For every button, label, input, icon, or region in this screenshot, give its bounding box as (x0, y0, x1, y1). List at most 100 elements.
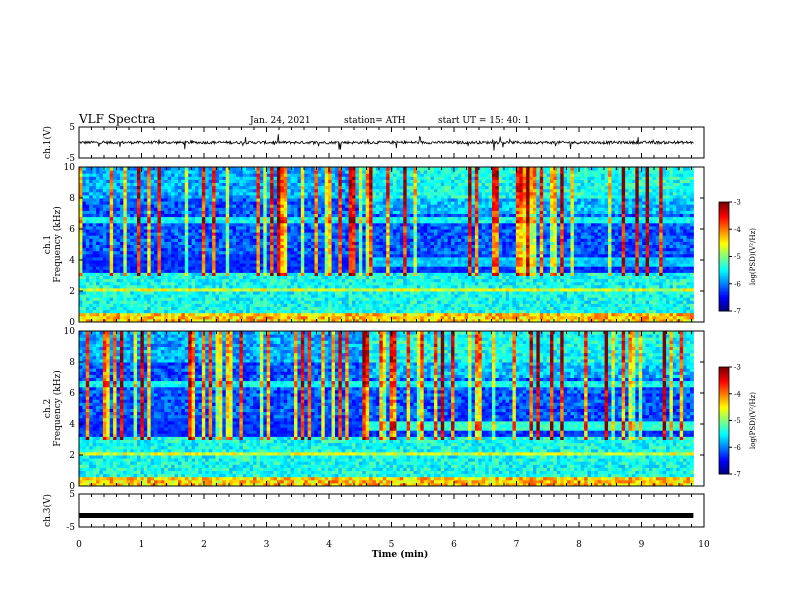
spectrogram-cell (273, 247, 278, 252)
spectrogram-cell (239, 312, 244, 317)
spectrogram-cell (334, 216, 339, 221)
spectrogram-cell (222, 188, 227, 193)
spectrogram-cell (410, 272, 414, 276)
spectrogram-cell (222, 312, 227, 317)
spectrogram-cell (331, 284, 336, 289)
spectrogram-cell (212, 244, 217, 249)
spectrogram-cell (324, 287, 329, 292)
spectrogram-cell (123, 235, 128, 239)
spectrogram-cell (167, 306, 172, 311)
spectrogram-cell (229, 318, 234, 323)
spectrogram-cell (96, 201, 100, 205)
spectrogram-cell (375, 235, 380, 239)
spectrogram-cell (393, 182, 397, 187)
spectrogram-cell (314, 278, 319, 283)
spectrogram-cell (123, 315, 128, 320)
spectrogram-cell (140, 235, 145, 239)
spectrogram-cell (222, 185, 227, 190)
spectrogram-cell (208, 275, 213, 280)
spectrogram-cell (328, 194, 333, 199)
spectrogram-cell (236, 229, 240, 233)
spectrogram-cell (232, 315, 237, 320)
spectrogram-cell (198, 281, 203, 286)
spectrogram-cell (174, 309, 179, 314)
spectrogram-cell (270, 297, 275, 301)
spectrogram-cell (287, 250, 292, 255)
spectrogram-cell (341, 266, 346, 270)
spectrogram-cell (143, 191, 148, 196)
spectrogram-cell (184, 222, 189, 227)
spectrogram-cell (249, 188, 254, 193)
spectrogram-cell (102, 244, 107, 249)
spectrogram-cell (133, 198, 138, 202)
spectrogram-cell (393, 241, 397, 245)
spectrogram-cell (106, 170, 111, 174)
spectrogram-cell (229, 167, 234, 171)
spectrogram-cell (287, 294, 292, 298)
spectrogram-cell (352, 216, 356, 221)
spectrogram-cell (379, 241, 384, 245)
spectrogram-cell (297, 309, 302, 314)
spectrogram-cell (167, 312, 172, 317)
spectrogram-cell (321, 263, 326, 267)
spectrogram-cell (147, 191, 152, 196)
spectrogram-cell (300, 173, 305, 177)
spectrogram-cell (280, 306, 285, 311)
spectrogram-cell (137, 179, 141, 183)
spectrogram-cell (123, 287, 128, 292)
spectrogram-cell (331, 182, 336, 187)
spectrogram-cell (338, 167, 343, 171)
spectrogram-cell (195, 167, 199, 171)
spectrogram-cell (393, 191, 397, 196)
spectrogram-cell (143, 284, 148, 289)
spectrogram-cell (236, 185, 240, 190)
spectrogram-cell (225, 247, 230, 252)
spectrogram-cell (294, 306, 298, 311)
spectrogram-cell (324, 284, 329, 289)
spectrogram-cell (109, 309, 114, 314)
spectrogram-cell (410, 269, 414, 273)
spectrogram-cell (246, 204, 251, 208)
spectrogram-cell (253, 232, 257, 236)
spectrogram-cell (324, 250, 329, 255)
spectrogram-cell (126, 263, 131, 267)
spectrogram-cell (181, 247, 186, 252)
spectrogram-cell (147, 170, 152, 174)
spectrogram-cell (389, 275, 394, 280)
spectrogram-cell (311, 303, 316, 307)
spectrogram-cell (154, 294, 158, 298)
spectrogram-cell (89, 201, 94, 205)
spectrogram-cell (259, 182, 264, 187)
spectrogram-cell (331, 191, 336, 196)
spectrogram-cell (147, 303, 152, 307)
spectrogram-cell (188, 167, 193, 171)
spectrogram-cell (406, 207, 411, 211)
spectrogram-cell (358, 176, 363, 180)
spectrogram-cell (119, 185, 124, 190)
spectrogram-cell (188, 281, 193, 286)
spectrogram-cell (321, 219, 326, 224)
spectrogram-cell (369, 266, 374, 270)
spectrogram-cell (113, 204, 118, 208)
spectrogram-cell (297, 219, 302, 224)
spectrogram-cell (102, 300, 107, 304)
spectrogram-cell (201, 179, 206, 183)
spectrogram-cell (239, 213, 244, 218)
spectrogram-cell (345, 272, 350, 276)
spectrogram-cell (393, 213, 397, 218)
spectrogram-cell (236, 204, 240, 208)
spectrogram-cell (123, 201, 128, 205)
spectrogram-cell (410, 260, 414, 264)
spectrogram-cell (270, 294, 275, 298)
spectrogram-cell (205, 250, 210, 255)
spectrogram-cell (126, 216, 131, 221)
spectrogram-cell (290, 229, 295, 233)
spectrogram-cell (249, 278, 254, 283)
spectrogram-cell (256, 260, 261, 264)
spectrogram-cell (113, 291, 118, 295)
spectrogram-cell (126, 309, 131, 314)
spectrogram-cell (229, 278, 234, 283)
spectrogram-cell (133, 235, 138, 239)
spectrogram-cell (218, 266, 223, 270)
spectrogram-cell (123, 312, 128, 317)
